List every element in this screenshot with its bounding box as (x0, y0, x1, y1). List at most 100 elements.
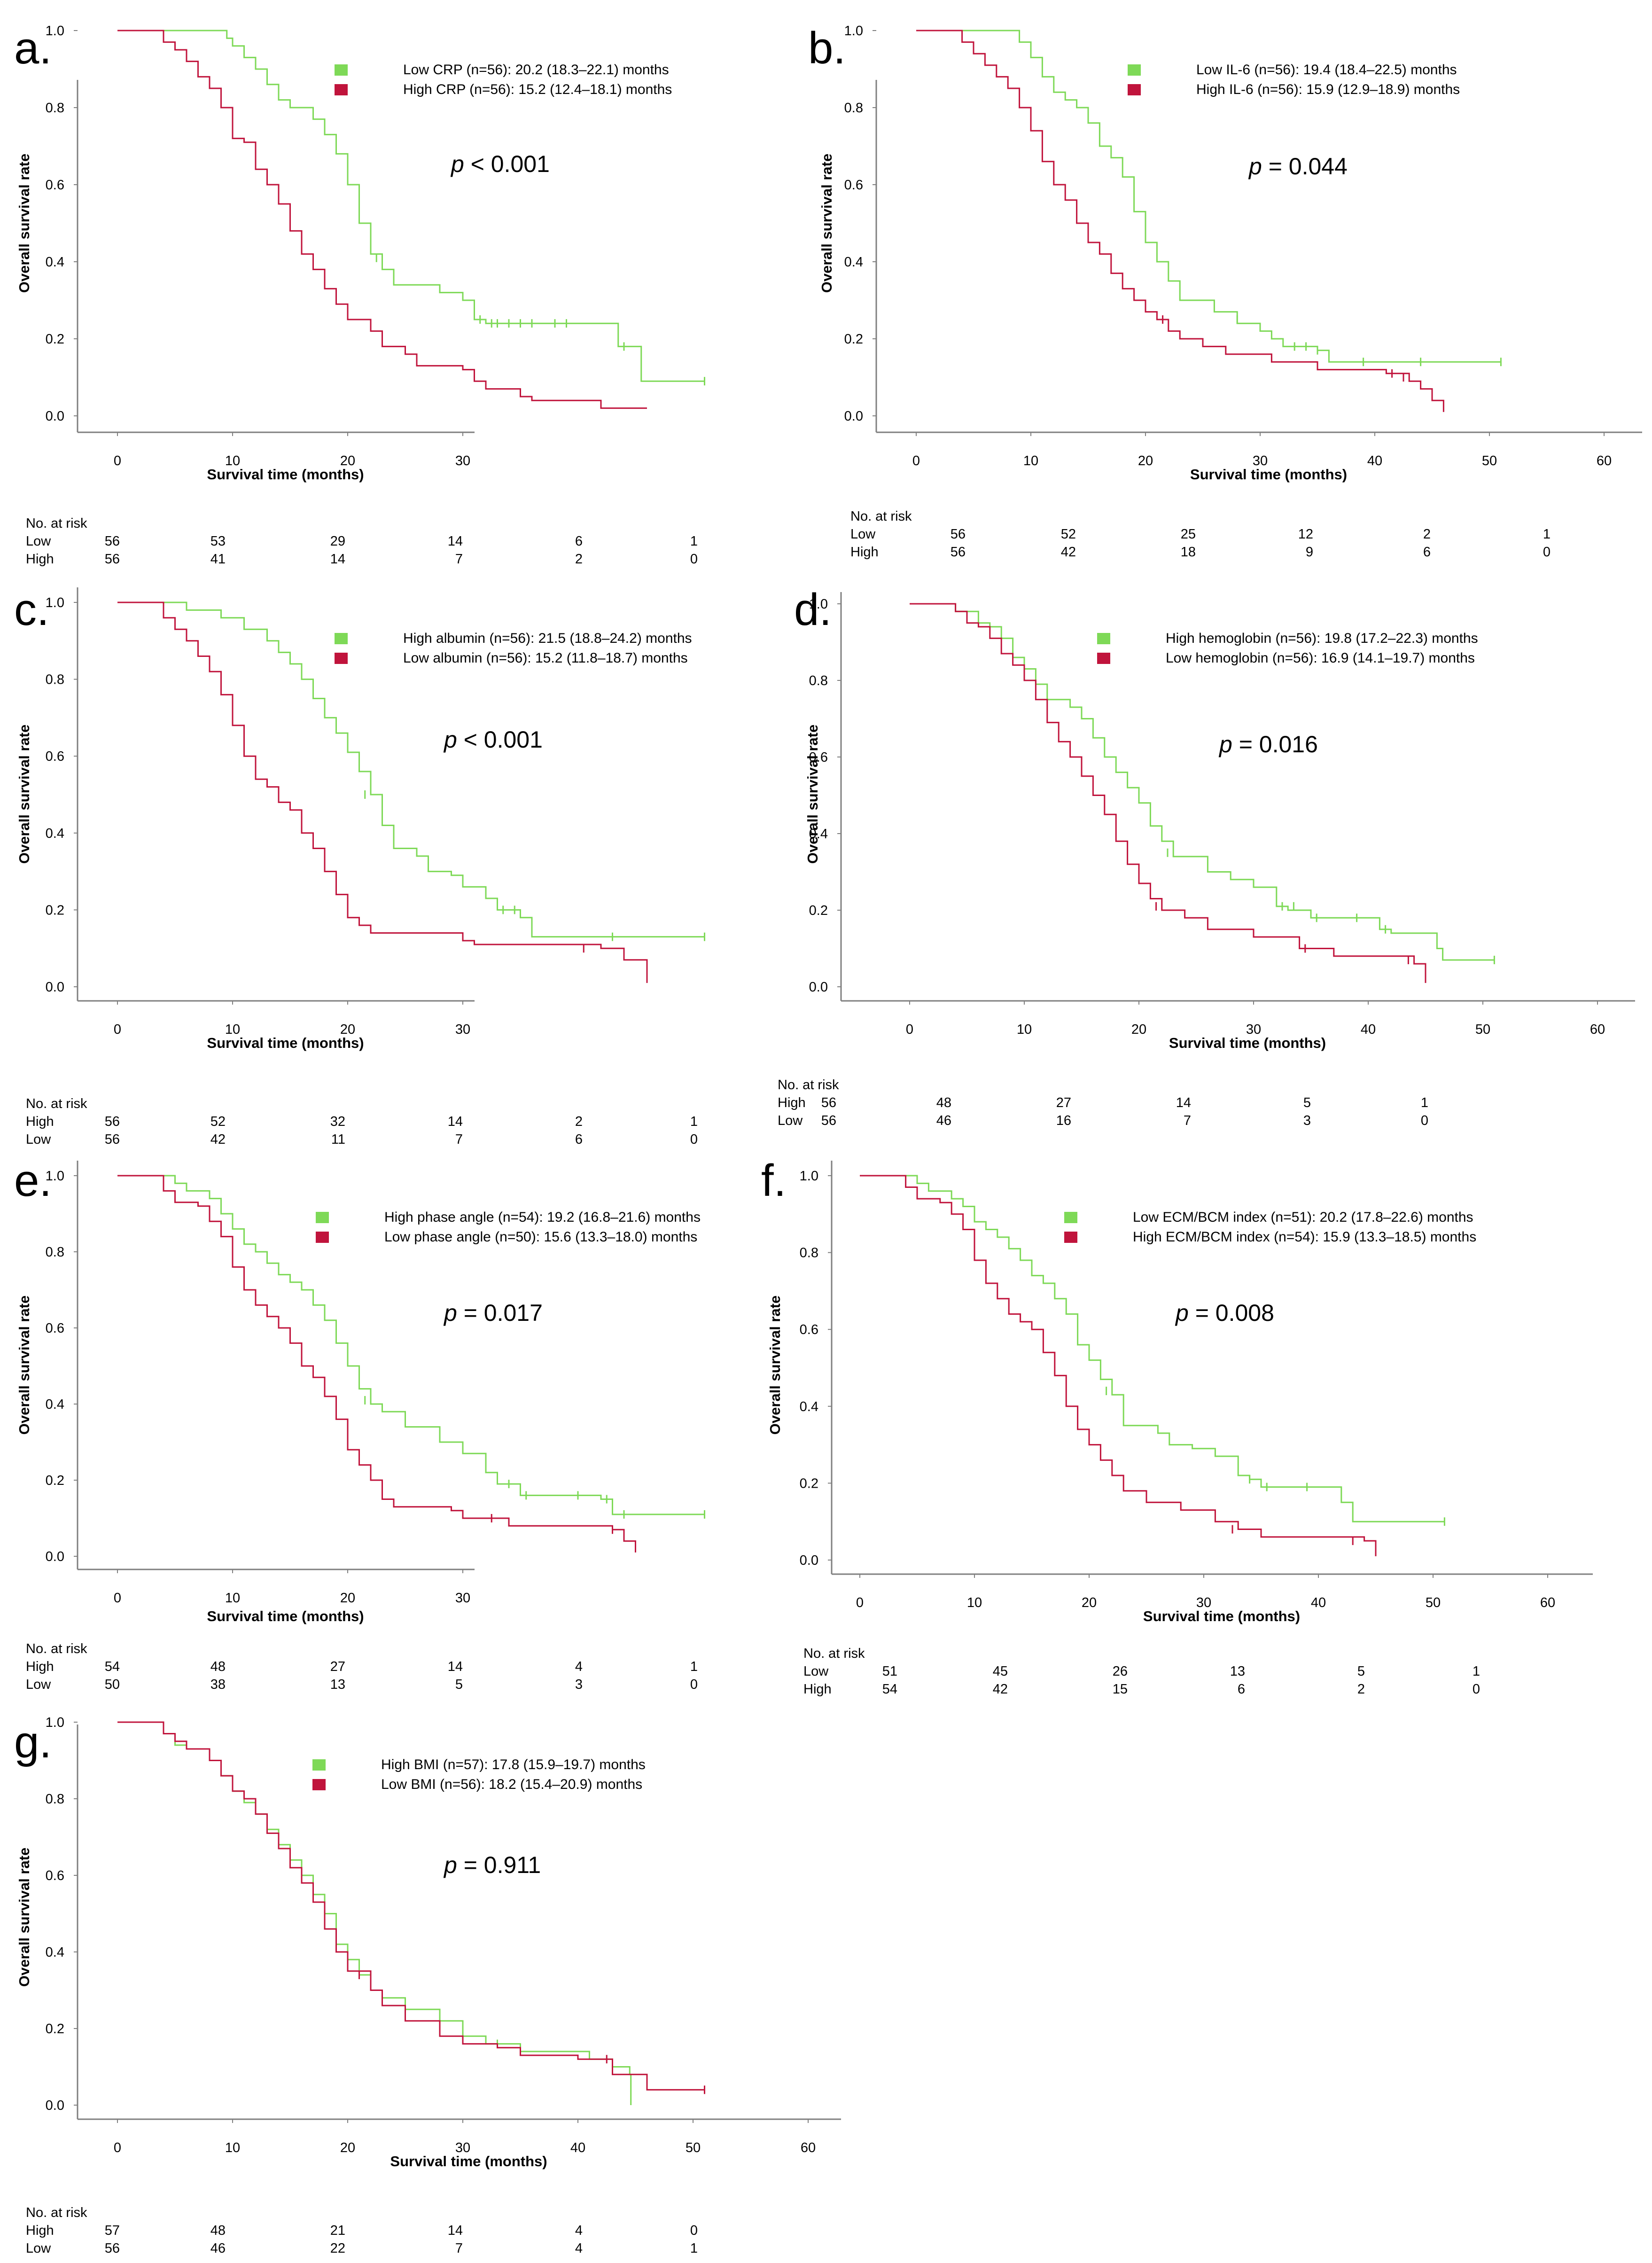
legend-swatch (335, 653, 348, 664)
x-axis-title: Survival time (months) (390, 2153, 547, 2169)
km-panel-g: g. 0.0 0.2 0.4 0.6 0.8 1.0 0 10 20 30 40 50 60 Surviva… (0, 1710, 846, 2263)
legend-entry: High BMI (n=57): 17.8 (15.9–19.7) months (312, 1755, 646, 1775)
chart-legend: High BMI (n=57): 17.8 (15.9–19.7) months… (312, 1755, 646, 1795)
y-tick-label: 0.6 (46, 1868, 64, 1883)
km-panel-c: c. 0.0 0.2 0.4 0.6 0.8 1.0 0 10 20 30 Survival time… (0, 573, 818, 1147)
x-tick-label: 50 (1482, 453, 1497, 468)
panel-letter: g. (14, 1717, 52, 1767)
y-tick-label: 0.8 (46, 101, 64, 116)
legend-entry: Low albumin (n=56): 15.2 (11.8–18.7) mon… (335, 648, 692, 668)
panel-letter: a. (14, 23, 52, 73)
x-axis-title: Survival time (months) (207, 466, 364, 483)
risk-count: 14 (447, 1659, 463, 1674)
risk-count: 26 (1112, 1664, 1128, 1679)
risk-count: 57 (104, 2223, 120, 2238)
risk-count: 0 (690, 2223, 698, 2238)
risk-count: 42 (210, 1132, 226, 1147)
risk-count: 7 (455, 552, 463, 567)
risk-count: 50 (104, 1677, 120, 1692)
risk-count: 56 (821, 1095, 836, 1110)
risk-count: 42 (992, 1682, 1008, 1697)
chart-legend: High phase angle (n=54): 19.2 (16.8–21.6… (316, 1208, 701, 1247)
x-tick-label: 20 (1082, 1595, 1097, 1610)
p-value: p = 0.016 (1219, 731, 1318, 757)
x-axis-title: Survival time (months) (207, 1035, 364, 1051)
legend-swatch (312, 1759, 326, 1771)
risk-count: 21 (330, 2223, 345, 2238)
y-tick-label: 0.2 (46, 903, 64, 918)
legend-entry: Low CRP (n=56): 20.2 (18.3–22.1) months (335, 60, 672, 80)
risk-table: No. at risk Low 56 52 25 12 2 1 High 56 42 18 9 6 0 (850, 507, 1647, 564)
risk-count: 11 (331, 1132, 345, 1147)
panel-letter: c. (14, 585, 49, 635)
chart-legend: Low ECM/BCM index (n=51): 20.2 (17.8–22.… (1064, 1208, 1476, 1247)
risk-count: 25 (1180, 527, 1196, 542)
risk-count: 1 (1543, 527, 1551, 542)
risk-count: 38 (210, 1677, 226, 1692)
x-tick-label: 0 (114, 1591, 121, 1606)
risk-count: 27 (330, 1659, 345, 1674)
p-value: p = 0.044 (1249, 153, 1348, 179)
y-tick-label: 0.8 (844, 101, 863, 116)
y-tick-label: 0.0 (46, 980, 64, 995)
survival-curve-red (860, 1175, 1377, 1556)
km-plot: 0.0 0.2 0.4 0.6 0.8 1.0 0 10 20 30 Survival time (… (16, 23, 705, 483)
risk-table: No. at risk Low 56 53 29 14 6 1 High 56 41 14 7 2 0 (26, 515, 813, 571)
legend-label: Low ECM/BCM index (n=51): 20.2 (17.8–22.… (1133, 1210, 1473, 1225)
p-value: p < 0.001 (451, 151, 550, 177)
risk-count: 6 (1237, 1682, 1245, 1697)
risk-count: 1 (1420, 1095, 1428, 1110)
x-tick-label: 0 (912, 453, 920, 468)
km-plot: 0.0 0.2 0.4 0.6 0.8 1.0 0 10 20 30 40 50 60 Survival … (818, 23, 1642, 483)
y-tick-label: 1.0 (844, 23, 863, 39)
x-tick-label: 20 (1131, 1022, 1146, 1037)
risk-count: 1 (690, 1114, 698, 1129)
risk-count: 22 (330, 2241, 345, 2256)
survival-curve-green (916, 30, 1501, 363)
x-tick-label: 20 (340, 2140, 355, 2155)
y-tick-label: 0.2 (800, 1476, 818, 1491)
km-plot: 0.0 0.2 0.4 0.6 0.8 1.0 0 10 20 30 40 50 60 Survival … (16, 1715, 841, 2169)
legend-label: Low IL-6 (n=56): 19.4 (18.4–22.5) months (1196, 62, 1457, 78)
risk-row-label: Low (26, 534, 51, 549)
x-tick-label: 40 (1361, 1022, 1376, 1037)
risk-table: No. at risk High 56 48 27 14 5 1 Low 56 46 16 7 3 0 (778, 1076, 1647, 1132)
legend-entry: High phase angle (n=54): 19.2 (16.8–21.6… (316, 1208, 701, 1227)
y-tick-label: 0.8 (809, 673, 828, 688)
risk-count: 51 (882, 1664, 897, 1679)
y-tick-label: 0.0 (46, 1549, 64, 1564)
y-tick-label: 0.8 (46, 1245, 64, 1260)
risk-count: 9 (1305, 545, 1313, 560)
legend-entry: High IL-6 (n=56): 15.9 (12.9–18.9) month… (1128, 80, 1460, 100)
y-tick-label: 1.0 (800, 1169, 818, 1184)
legend-label: High BMI (n=57): 17.8 (15.9–19.7) months (381, 1757, 646, 1772)
survival-curve-green (117, 30, 705, 382)
risk-row-label: Low (803, 1664, 829, 1679)
x-tick-label: 20 (1138, 453, 1153, 468)
risk-table-title: No. at risk (803, 1646, 865, 1661)
risk-count: 56 (950, 527, 966, 542)
risk-table: No. at risk High 56 52 32 14 2 1 Low 56 42 11 7 6 0 (26, 1095, 813, 1151)
x-axis-title: Survival time (months) (207, 1608, 364, 1624)
y-tick-label: 1.0 (809, 597, 828, 612)
survival-curve-red (916, 30, 1444, 412)
y-tick-label: 0.0 (46, 2098, 64, 2113)
risk-row-label: Low (26, 1132, 51, 1147)
legend-entry: Low ECM/BCM index (n=51): 20.2 (17.8–22.… (1064, 1208, 1476, 1227)
y-tick-label: 0.4 (844, 255, 863, 270)
risk-count: 6 (1423, 545, 1431, 560)
risk-count: 46 (936, 1113, 951, 1128)
x-tick-label: 40 (1367, 453, 1382, 468)
legend-swatch (1128, 64, 1141, 76)
risk-count: 56 (104, 534, 120, 549)
risk-table-title: No. at risk (26, 516, 87, 531)
legend-label: Low albumin (n=56): 15.2 (11.8–18.7) mon… (403, 650, 688, 666)
legend-label: Low phase angle (n=50): 15.6 (13.3–18.0)… (384, 1229, 698, 1245)
risk-row-label: Low (26, 1677, 51, 1692)
risk-count: 0 (1472, 1682, 1480, 1697)
risk-row-label: Low (778, 1113, 803, 1128)
y-tick-label: 0.2 (844, 332, 863, 347)
risk-count: 5 (1303, 1095, 1311, 1110)
survival-curve-green (117, 601, 705, 938)
y-tick-label: 0.8 (800, 1246, 818, 1261)
